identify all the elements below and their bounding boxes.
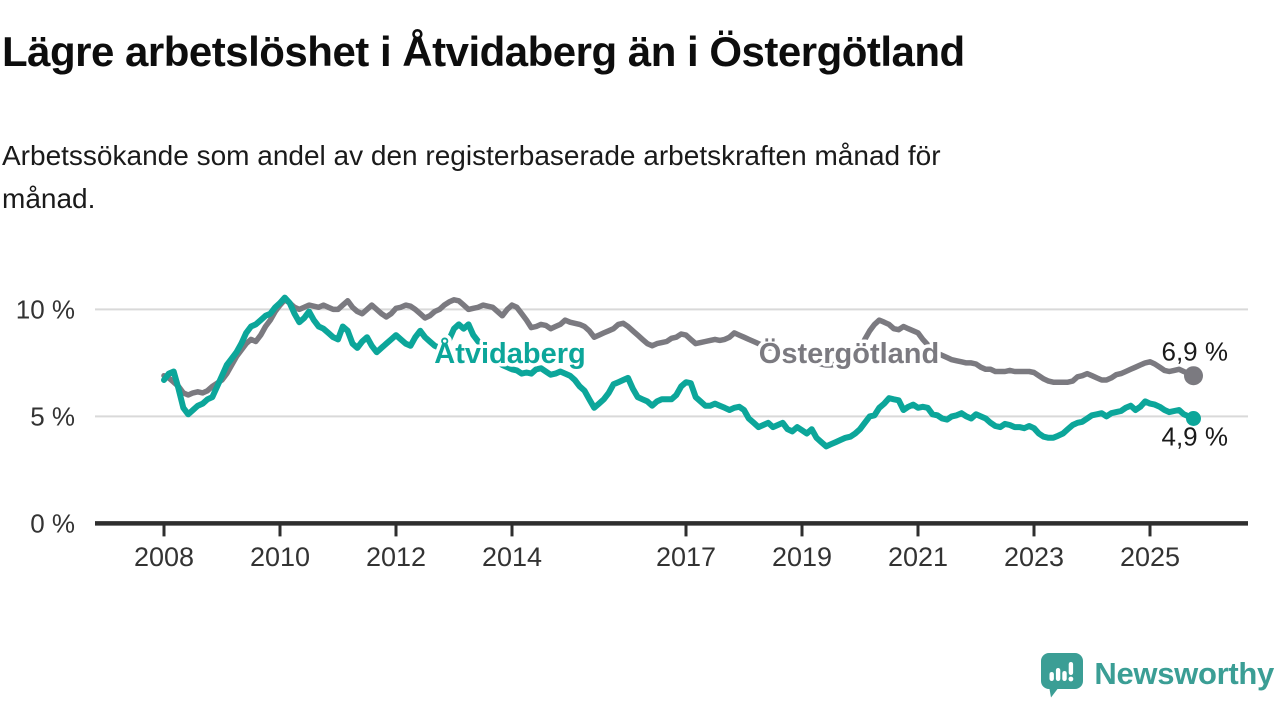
y-axis-label-0: 0 % xyxy=(30,508,75,538)
chart-subtitle: Arbetssökande som andel av den registerb… xyxy=(2,140,941,215)
series-end-dot-ostergotland xyxy=(1184,366,1203,386)
series-line-atvidaberg xyxy=(161,294,1197,450)
x-axis-label-2025: 2025 xyxy=(1120,542,1180,572)
x-axis-label-2017: 2017 xyxy=(656,542,716,572)
x-axis-label-2023: 2023 xyxy=(1004,542,1064,572)
x-axis-label-2008: 2008 xyxy=(134,542,194,572)
x-axis-label-2019: 2019 xyxy=(772,542,832,572)
newsworthy-wordmark: Newsworthy xyxy=(1094,656,1274,691)
x-axis-label-2021: 2021 xyxy=(888,542,948,572)
series-end-dot-atvidaberg xyxy=(1186,411,1201,426)
x-axis-label-2010: 2010 xyxy=(250,542,310,572)
end-value-label-atvidaberg: 4,9 % xyxy=(1162,422,1229,452)
y-axis-label-5: 5 % xyxy=(30,401,75,431)
x-axis-label-2012: 2012 xyxy=(366,542,426,572)
series-name-label-ostergotland: Östergötland xyxy=(759,337,939,370)
y-axis-label-10: 10 % xyxy=(16,294,75,324)
speech-bubble-bar-chart-icon xyxy=(1041,653,1084,698)
chart-title: Lägre arbetslöshet i Åtvidaberg än i Öst… xyxy=(2,28,965,75)
end-value-label-ostergotland: 6,9 % xyxy=(1162,337,1229,367)
series-name-label-atvidaberg: Åtvidaberg xyxy=(434,337,585,370)
x-axis-label-2014: 2014 xyxy=(482,542,542,572)
series-line-ostergotland xyxy=(161,297,1197,398)
newsworthy-logo-link[interactable]: Newsworthy xyxy=(1038,650,1274,698)
